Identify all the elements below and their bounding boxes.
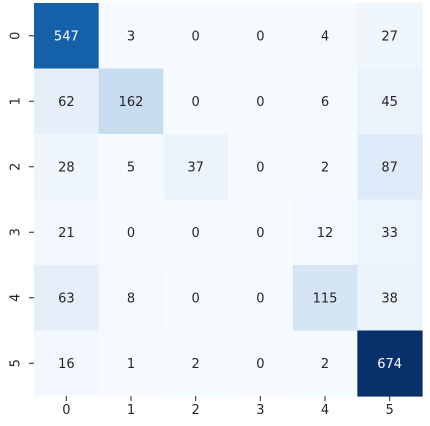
heatmap-cell-r0-c1 — [98, 3, 164, 70]
x-tick-label-0: 0 — [62, 403, 70, 418]
heatmap-cell-r0-c2 — [163, 3, 229, 70]
heatmap-cell-r1-c0 — [34, 68, 100, 135]
heatmap-cell-r1-c3 — [228, 68, 294, 135]
cell-value-r3-c5: 33 — [381, 226, 398, 241]
heatmap-cell-r5-c3 — [228, 330, 294, 397]
heatmap-cell-r3-c3 — [228, 199, 294, 266]
cell-value-r0-c1: 3 — [127, 29, 135, 44]
heatmap-cell-r0-c4 — [292, 3, 358, 70]
y-tick-label-2: 2 — [9, 163, 24, 171]
cell-value-r2-c3: 0 — [256, 160, 264, 175]
cell-value-r2-c4: 2 — [321, 160, 329, 175]
cell-value-r1-c5: 45 — [381, 95, 398, 110]
y-tick-label-4: 4 — [9, 294, 24, 302]
heatmap-cells — [34, 3, 423, 397]
cell-value-r2-c2: 37 — [187, 160, 204, 175]
cell-value-r3-c3: 0 — [256, 226, 264, 241]
heatmap-cell-r4-c5 — [357, 265, 423, 332]
cell-value-r5-c4: 2 — [321, 357, 329, 372]
cell-value-r1-c3: 0 — [256, 95, 264, 110]
cell-value-r2-c5: 87 — [381, 160, 398, 175]
cell-value-r4-c5: 38 — [381, 291, 398, 306]
heatmap-cell-r5-c4 — [292, 330, 358, 397]
cell-value-r3-c4: 12 — [317, 226, 334, 241]
heatmap-cell-r2-c1 — [98, 134, 164, 201]
y-tick-label-0: 0 — [9, 32, 24, 40]
heatmap-cell-r3-c4 — [292, 199, 358, 266]
heatmap-cell-r0-c5 — [357, 3, 423, 70]
x-axis: 0 1 2 3 4 5 — [62, 396, 394, 418]
y-tick-label-1: 1 — [9, 97, 24, 105]
cell-value-r4-c4: 115 — [313, 291, 338, 306]
heatmap-cell-r2-c4 — [292, 134, 358, 201]
cell-value-r5-c5: 674 — [377, 357, 402, 372]
cell-value-r1-c1: 162 — [119, 95, 144, 110]
heatmap-cell-r4-c4 — [292, 265, 358, 332]
cell-value-r4-c2: 0 — [192, 291, 200, 306]
cell-value-r3-c1: 0 — [127, 226, 135, 241]
heatmap-cell-r1-c2 — [163, 68, 229, 135]
heatmap-cell-r3-c2 — [163, 199, 229, 266]
heatmap-cell-r0-c3 — [228, 3, 294, 70]
heatmap-cell-r5-c1 — [98, 330, 164, 397]
y-axis: 0 1 2 3 4 5 — [9, 32, 34, 367]
x-tick-label-1: 1 — [127, 403, 135, 418]
cell-value-r1-c2: 0 — [192, 95, 200, 110]
heatmap-cell-r3-c5 — [357, 199, 423, 266]
y-tick-label-3: 3 — [9, 228, 24, 236]
cell-value-r5-c2: 2 — [192, 357, 200, 372]
x-tick-label-3: 3 — [256, 403, 264, 418]
cell-value-r0-c2: 0 — [192, 29, 200, 44]
cell-value-r5-c0: 16 — [58, 357, 75, 372]
heatmap-cell-r1-c4 — [292, 68, 358, 135]
heatmap-cell-r2-c0 — [34, 134, 100, 201]
cell-value-r4-c3: 0 — [256, 291, 264, 306]
heatmap-cell-r4-c3 — [228, 265, 294, 332]
heatmap-cell-r5-c0 — [34, 330, 100, 397]
x-tick-label-2: 2 — [192, 403, 200, 418]
cell-value-r0-c5: 27 — [381, 29, 398, 44]
cell-value-r1-c4: 6 — [321, 95, 329, 110]
x-tick-label-4: 4 — [321, 403, 329, 418]
heatmap-cell-r0-c0 — [34, 3, 100, 70]
heatmap-cell-r2-c3 — [228, 134, 294, 201]
x-tick-label-5: 5 — [386, 403, 394, 418]
cell-value-r5-c3: 0 — [256, 357, 264, 372]
cell-value-r4-c0: 63 — [58, 291, 75, 306]
heatmap-cell-r3-c1 — [98, 199, 164, 266]
heatmap-cell-r4-c2 — [163, 265, 229, 332]
cell-value-r3-c2: 0 — [192, 226, 200, 241]
y-tick-label-5: 5 — [9, 359, 24, 367]
heatmap-cell-r1-c5 — [357, 68, 423, 135]
heatmap-cell-r2-c2 — [163, 134, 229, 201]
cell-value-r3-c0: 21 — [58, 226, 75, 241]
cell-value-r0-c0: 547 — [54, 29, 79, 44]
heatmap-cell-r3-c0 — [34, 199, 100, 266]
cell-value-r0-c3: 0 — [256, 29, 264, 44]
heatmap-cell-r2-c5 — [357, 134, 423, 201]
cell-value-r0-c4: 4 — [321, 29, 329, 44]
heatmap-cell-r5-c5 — [357, 330, 423, 397]
heatmap-cell-r4-c0 — [34, 265, 100, 332]
cell-value-r5-c1: 1 — [127, 357, 135, 372]
cell-value-r4-c1: 8 — [127, 291, 135, 306]
heatmap-cell-r5-c2 — [163, 330, 229, 397]
heatmap-cell-r1-c1 — [98, 68, 164, 135]
cell-value-r2-c1: 5 — [127, 160, 135, 175]
cell-value-r2-c0: 28 — [58, 160, 75, 175]
heatmap-cell-r4-c1 — [98, 265, 164, 332]
cell-value-r1-c0: 62 — [58, 95, 75, 110]
